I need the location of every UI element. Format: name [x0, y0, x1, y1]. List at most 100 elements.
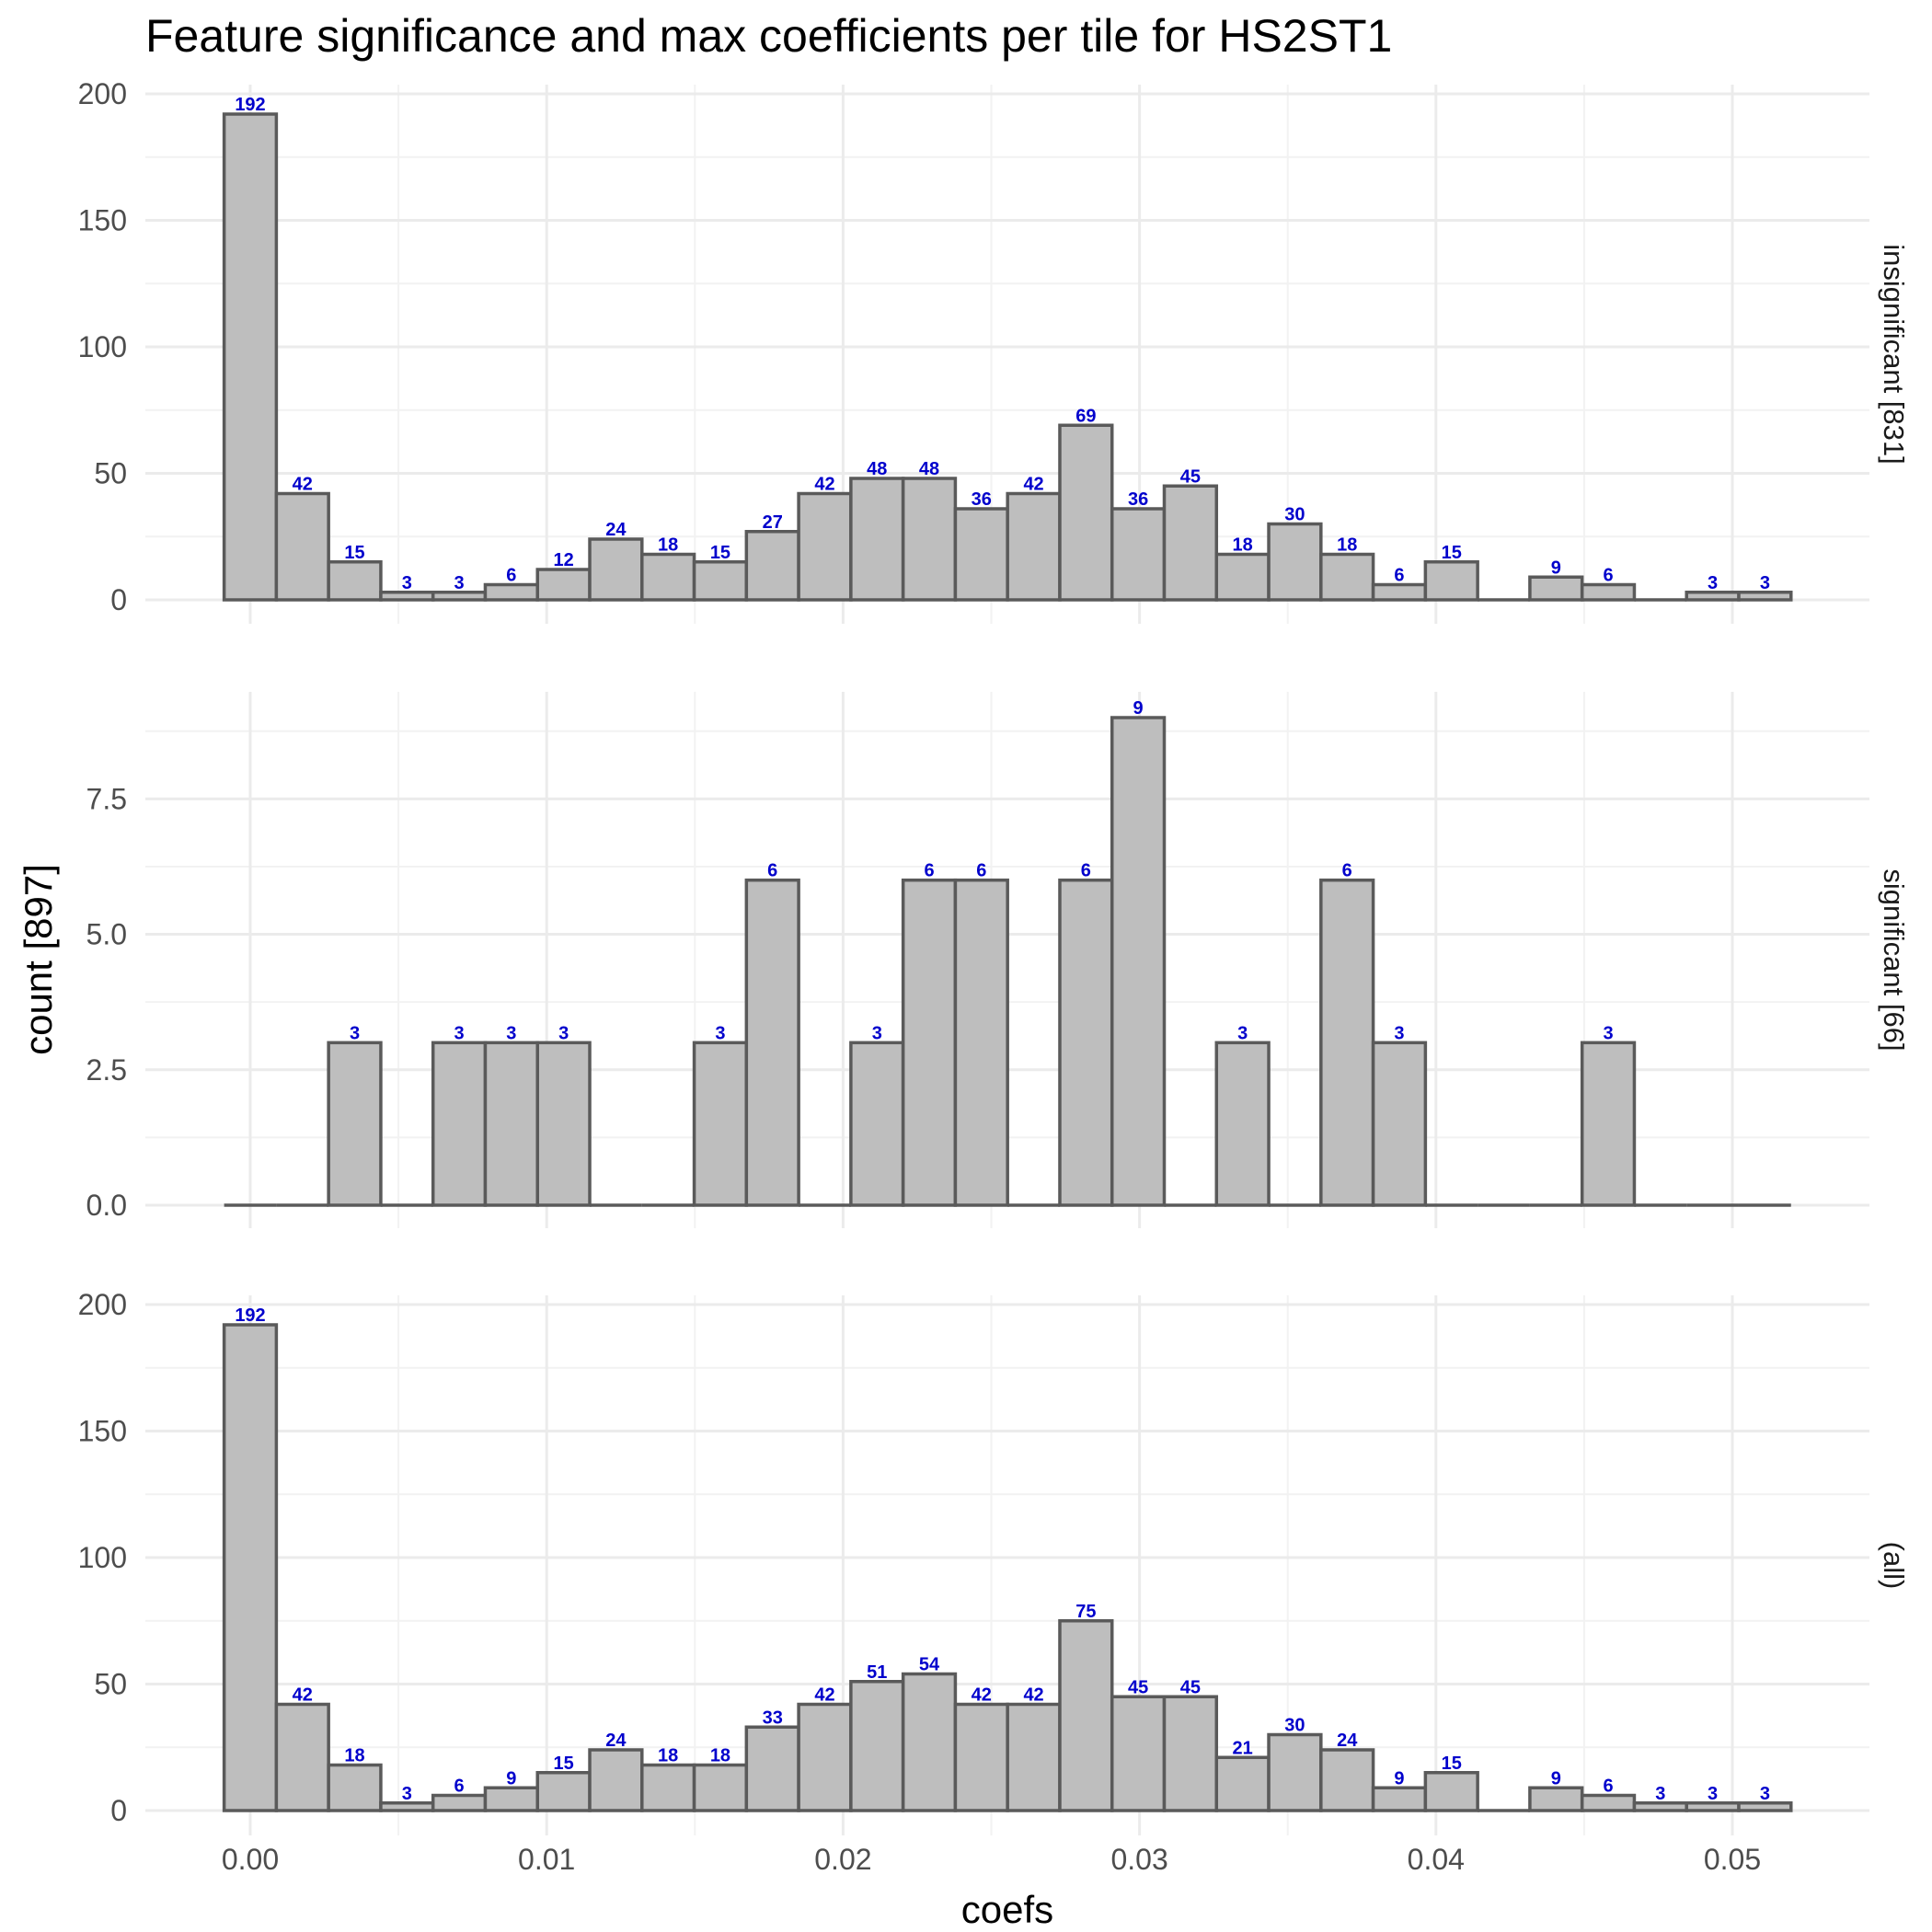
- bar-value-label: 18: [1233, 535, 1253, 556]
- y-tick-label: 5.0: [86, 918, 127, 951]
- x-tick-label: 0.00: [222, 1843, 279, 1876]
- bar-value-label: 45: [1180, 1677, 1201, 1697]
- histogram-bar: [1319, 1748, 1375, 1812]
- bar-value-label: 30: [1284, 505, 1305, 525]
- bar-value-label: 69: [1075, 406, 1096, 426]
- bar-value-label: 24: [1337, 1731, 1358, 1751]
- bar-value-label: 3: [1237, 1023, 1248, 1043]
- y-tick-label: 200: [78, 1288, 127, 1321]
- bar-value-label: 3: [402, 1784, 412, 1804]
- histogram-bar: [1737, 591, 1793, 602]
- bar-value-label: 75: [1075, 1602, 1096, 1622]
- bar-value-label: 18: [710, 1746, 730, 1766]
- histogram-bar: [483, 582, 539, 602]
- bar-value-label: 3: [506, 1023, 516, 1043]
- histogram-bar: [1580, 1041, 1637, 1207]
- bar-value-label: 36: [972, 489, 992, 510]
- histogram-bar: [1423, 1771, 1479, 1812]
- bar-value-label: 48: [867, 459, 887, 479]
- x-tick-label: 0.03: [1110, 1843, 1167, 1876]
- histogram-bar: [1267, 1732, 1323, 1812]
- bar-value-label: 42: [1023, 475, 1043, 495]
- bar-value-label: 6: [1081, 861, 1091, 881]
- bar-value-label: 18: [658, 1746, 678, 1766]
- histogram-bar: [744, 1725, 800, 1812]
- x-tick-label: 0.04: [1408, 1843, 1465, 1876]
- histogram-bar: [327, 560, 383, 602]
- histogram-bar: [274, 1702, 330, 1812]
- histogram-bar: [640, 1763, 696, 1812]
- bar-value-label: 6: [976, 861, 986, 881]
- histogram-bar: [535, 1041, 592, 1207]
- y-tick-label: 50: [94, 457, 127, 490]
- histogram-bar: [692, 560, 749, 602]
- bar-value-label: 33: [763, 1708, 783, 1728]
- histogram-bar: [1528, 575, 1584, 602]
- histogram-bar: [1006, 1702, 1062, 1812]
- histogram-bar: [1058, 1619, 1114, 1812]
- facet-strip-label: insignificant [831]: [1878, 244, 1910, 465]
- bar-value-label: 3: [1604, 1023, 1614, 1043]
- bar-value-label: 6: [924, 861, 934, 881]
- bar-value-label: 42: [293, 1685, 313, 1706]
- bar-value-label: 9: [1133, 698, 1144, 719]
- bar-value-label: 6: [1604, 566, 1614, 586]
- histogram-bar: [849, 1041, 905, 1207]
- bar-value-label: 192: [235, 95, 265, 115]
- histogram-bar: [1110, 1695, 1167, 1812]
- bar-value-label: 15: [1442, 1754, 1462, 1774]
- bar-value-label: 15: [710, 543, 730, 563]
- bar-value-label: 3: [454, 1023, 465, 1043]
- bar-value-label: 3: [350, 1023, 360, 1043]
- bar-value-label: 3: [1760, 1784, 1770, 1804]
- bar-value-label: 18: [658, 535, 678, 556]
- histogram-bar: [327, 1041, 383, 1207]
- histogram-bar: [1685, 1801, 1741, 1812]
- histogram-bar: [1319, 878, 1375, 1207]
- bar-value-label: 9: [506, 1768, 516, 1788]
- chart-title: Feature significance and max coefficient…: [145, 10, 1393, 62]
- x-tick-label: 0.05: [1704, 1843, 1761, 1876]
- y-axis-title: count [897]: [17, 864, 60, 1055]
- y-tick-label: 0: [110, 1794, 127, 1827]
- bar-value-label: 42: [293, 475, 313, 495]
- histogram-bar: [692, 1763, 749, 1812]
- histogram-bar: [1214, 1041, 1271, 1207]
- bar-value-label: 15: [1442, 543, 1462, 563]
- bar-value-label: 15: [344, 543, 364, 563]
- histogram-bar: [1685, 591, 1741, 602]
- histogram-bar: [274, 491, 330, 602]
- bar-value-label: 42: [814, 475, 834, 495]
- facet-strip-label: (all): [1878, 1542, 1910, 1590]
- bar-value-label: 3: [1760, 573, 1770, 593]
- histogram-bar: [901, 878, 958, 1207]
- histogram-bar: [953, 1702, 1009, 1812]
- bar-value-label: 12: [554, 550, 574, 570]
- histogram-bar: [797, 1702, 853, 1812]
- histogram-bar: [744, 530, 800, 602]
- histogram-bar: [1737, 1801, 1793, 1812]
- histogram-bar: [222, 1323, 279, 1812]
- histogram-bar: [692, 1041, 749, 1207]
- histogram-bar: [222, 112, 279, 602]
- histogram-bar: [1371, 1786, 1428, 1812]
- bar-value-label: 6: [1604, 1777, 1614, 1797]
- y-tick-label: 100: [78, 330, 127, 363]
- bar-value-label: 54: [919, 1655, 940, 1675]
- bar-value-label: 45: [1128, 1677, 1148, 1697]
- histogram-bar: [1162, 1695, 1219, 1812]
- bar-value-label: 3: [402, 573, 412, 593]
- histogram-bar: [535, 568, 592, 602]
- histogram-bar: [1267, 522, 1323, 602]
- bar-value-label: 9: [1394, 1768, 1404, 1788]
- bar-value-label: 3: [1708, 573, 1718, 593]
- histogram-bar: [1371, 582, 1428, 602]
- histogram-bar: [849, 477, 905, 602]
- histogram-bar: [1058, 878, 1114, 1207]
- bar-value-label: 21: [1233, 1738, 1253, 1758]
- histogram-bar: [1319, 552, 1375, 602]
- histogram-bar: [1528, 1786, 1584, 1812]
- bar-value-label: 3: [1708, 1784, 1718, 1804]
- bar-value-label: 36: [1128, 489, 1148, 510]
